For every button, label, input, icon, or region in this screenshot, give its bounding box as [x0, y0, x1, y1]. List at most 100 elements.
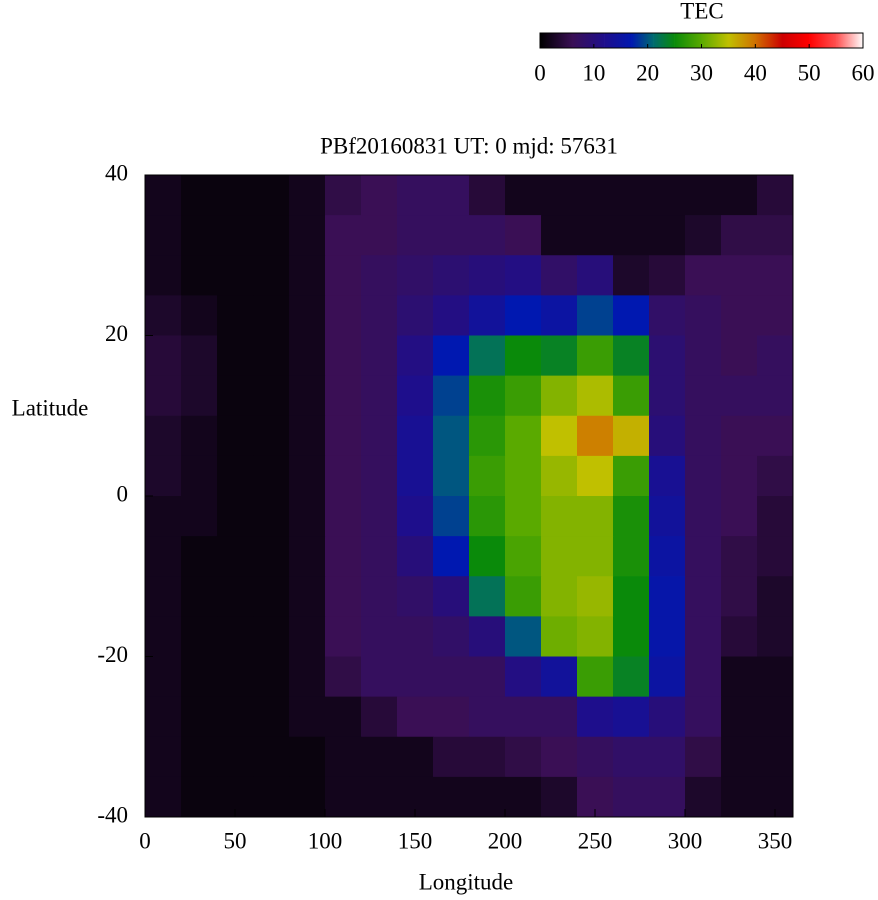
heat-cell [757, 175, 794, 216]
heat-cell [253, 415, 290, 457]
heat-cell [217, 736, 254, 778]
heat-cell [613, 616, 650, 657]
heat-cell [577, 295, 614, 336]
heat-cell [577, 656, 614, 698]
heat-cell [145, 536, 182, 577]
colorbar-segment [701, 33, 729, 48]
heat-cell [217, 295, 254, 336]
heat-cell [217, 455, 254, 497]
heat-cell [397, 215, 434, 256]
x-tick-label: 0 [139, 828, 151, 853]
heat-cell [613, 496, 650, 537]
heat-cell [721, 776, 758, 818]
heat-cell [397, 335, 434, 377]
heat-cell [649, 776, 686, 818]
heat-cell [361, 536, 398, 577]
heat-cell [577, 335, 614, 377]
heat-cell [649, 295, 686, 336]
heat-cell [325, 736, 362, 778]
heat-cell [325, 616, 362, 657]
heat-cell [469, 375, 506, 417]
x-tick-label: 200 [488, 828, 523, 853]
heat-cell [325, 776, 362, 818]
heat-cell [613, 415, 650, 457]
heat-cell [757, 736, 794, 778]
heat-cell [253, 455, 290, 497]
x-tick-label: 250 [578, 828, 613, 853]
heat-cell [145, 776, 182, 818]
heat-cell [505, 255, 542, 296]
heat-cell [145, 736, 182, 778]
y-tick-label: 20 [105, 321, 128, 346]
heat-cell [757, 295, 794, 336]
heat-cell [145, 375, 182, 417]
heat-cell [469, 696, 506, 738]
heat-cell [217, 536, 254, 577]
heat-cell [721, 175, 758, 216]
heat-cell [397, 375, 434, 417]
heat-cell [181, 255, 218, 296]
heat-cell [685, 736, 722, 778]
heat-cell [469, 415, 506, 457]
heat-cell [469, 295, 506, 336]
heat-cell [505, 736, 542, 778]
colorbar-segment [782, 33, 810, 48]
heat-cell [613, 455, 650, 497]
heat-cell [145, 175, 182, 216]
heat-cell [613, 175, 650, 216]
colorbar-segment [653, 33, 675, 48]
heat-cell [613, 295, 650, 336]
heat-cell [145, 616, 182, 657]
heat-cell [433, 656, 470, 698]
heat-cell [289, 576, 326, 617]
heat-cell [469, 576, 506, 617]
colorbar-tick-label: 50 [798, 60, 821, 85]
heat-cell [649, 455, 686, 497]
heat-cell [433, 175, 470, 216]
heat-cell [541, 496, 578, 537]
heat-cell [541, 656, 578, 698]
heat-cell [505, 415, 542, 457]
colorbar-segment [540, 33, 573, 48]
heat-cell [325, 496, 362, 537]
heat-cell [721, 536, 758, 577]
heat-cell [541, 215, 578, 256]
heat-cell [325, 415, 362, 457]
heat-cell [757, 375, 794, 417]
heat-cell [505, 215, 542, 256]
heat-cell [685, 696, 722, 738]
heat-cell [469, 255, 506, 296]
heat-cell [181, 215, 218, 256]
heat-cell [685, 776, 722, 818]
heat-cell [433, 736, 470, 778]
heat-cell [541, 295, 578, 336]
heat-cell [613, 696, 650, 738]
x-axis-label: Longitude [419, 869, 514, 894]
heat-cell [433, 415, 470, 457]
x-tick-label: 50 [224, 828, 247, 853]
heat-cell [253, 335, 290, 377]
heat-cell [685, 375, 722, 417]
heat-cell [181, 295, 218, 336]
heat-cell [541, 175, 578, 216]
heat-cell [541, 736, 578, 778]
heat-cell [577, 496, 614, 537]
heat-cell [685, 255, 722, 296]
heat-cell [757, 496, 794, 537]
heat-cell [181, 736, 218, 778]
heat-cell [721, 616, 758, 657]
heat-cell [253, 536, 290, 577]
heat-cell [577, 616, 614, 657]
x-tick-label: 350 [758, 828, 793, 853]
colorbar-segment [755, 33, 783, 48]
heat-cell [721, 496, 758, 537]
heat-cell [505, 696, 542, 738]
heat-cell [757, 335, 794, 377]
heat-cell [253, 656, 290, 698]
heat-cell [577, 696, 614, 738]
heat-cell [253, 776, 290, 818]
colorbar-segment [631, 33, 654, 48]
heat-cell [649, 496, 686, 537]
heat-cell [397, 616, 434, 657]
heat-cell [361, 696, 398, 738]
